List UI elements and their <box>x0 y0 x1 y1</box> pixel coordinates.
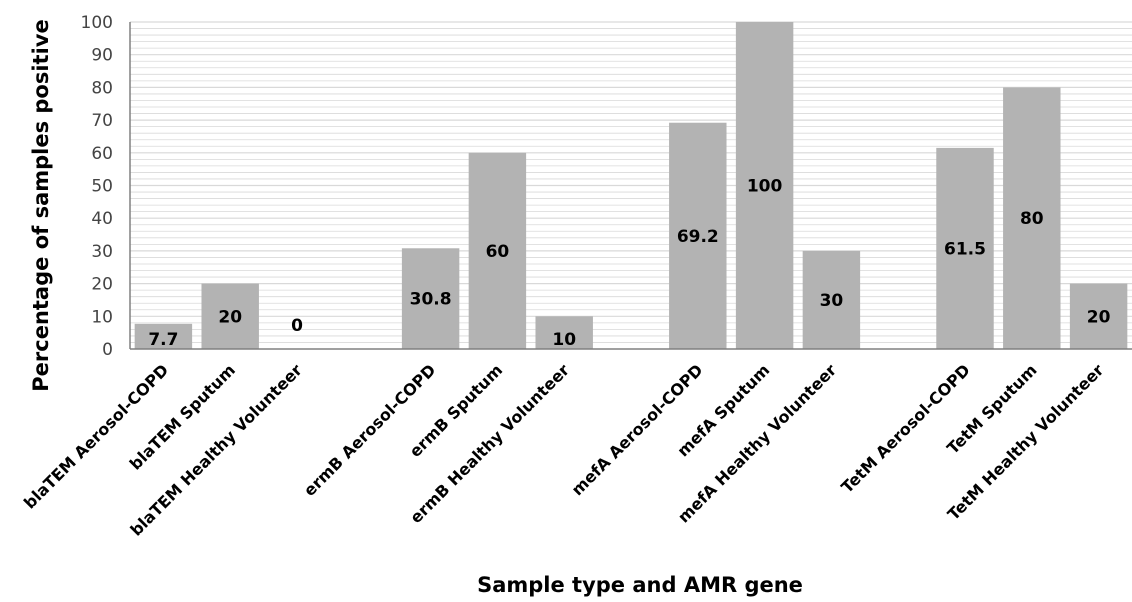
data-label: 100 <box>747 177 783 197</box>
data-label: 61.5 <box>944 239 986 259</box>
y-axis-title: Percentage of samples positive <box>29 19 53 391</box>
data-label: 20 <box>1087 307 1111 327</box>
bars <box>134 22 1128 350</box>
y-tick-label: 40 <box>91 209 113 229</box>
bar <box>735 22 794 349</box>
y-tick-label: 90 <box>91 46 113 66</box>
y-tick-labels: 0 10 20 30 40 50 60 70 80 90 100 <box>81 13 113 360</box>
y-tick-label: 60 <box>91 144 113 164</box>
data-label: 80 <box>1020 209 1044 229</box>
data-label: 10 <box>552 330 576 350</box>
x-tick-label: mefA Aerosol-COPD <box>568 360 707 499</box>
bar <box>535 316 593 349</box>
y-tick-label: 20 <box>91 275 113 295</box>
data-label: 69.2 <box>677 227 719 247</box>
data-label: 30 <box>820 291 844 311</box>
y-tick-label: 30 <box>91 242 113 262</box>
bar <box>401 248 460 349</box>
data-label: 7.7 <box>148 330 178 350</box>
y-tick-label: 10 <box>91 307 113 327</box>
data-label: 60 <box>486 242 510 262</box>
bar <box>1003 87 1061 350</box>
y-tick-label: 0 <box>102 340 113 360</box>
bar <box>936 147 994 349</box>
bar <box>1069 283 1128 349</box>
data-label: 0 <box>291 316 303 336</box>
bar <box>669 122 727 349</box>
x-axis-title: Sample type and AMR gene <box>477 573 803 597</box>
axes <box>129 22 1132 350</box>
bar <box>802 250 861 349</box>
bar <box>201 283 259 349</box>
data-label: 20 <box>218 307 242 327</box>
data-labels: 7.7 20 0 30.8 60 10 69.2 100 30 61.5 80 20 <box>148 177 1110 351</box>
bar <box>134 323 193 349</box>
bar <box>468 152 527 349</box>
x-tick-label: TetM Aerosol-COPD <box>837 360 973 496</box>
y-tick-label: 100 <box>81 13 113 33</box>
x-tick-label: ermB Aerosol-COPD <box>300 360 440 500</box>
data-label: 30.8 <box>410 290 452 310</box>
y-tick-label: 70 <box>91 111 113 131</box>
y-tick-label: 50 <box>91 177 113 197</box>
y-tick-label: 80 <box>91 78 113 98</box>
